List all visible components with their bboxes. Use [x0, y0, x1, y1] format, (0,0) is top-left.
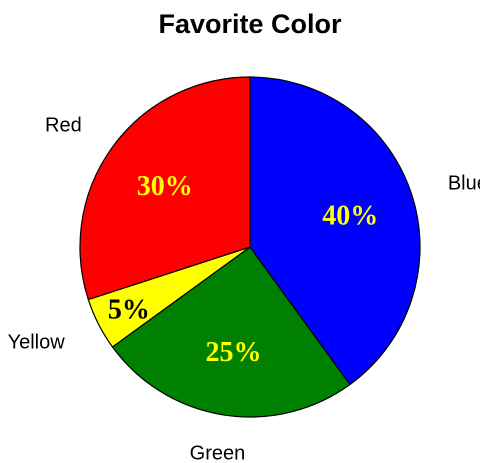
pie-category-label-yellow: Yellow — [8, 331, 66, 353]
pie-category-label-red: Red — [45, 115, 82, 137]
pie-labels: 40% Blue 25% Green 5% Yellow 30% Red — [8, 115, 480, 463]
pie-percent-label-green: 25% — [206, 337, 262, 368]
chart-title: Favorite Color — [158, 9, 342, 39]
pie-slice-green — [111, 246, 351, 418]
pie-slice-red — [79, 76, 251, 301]
pie-percent-label-blue: 40% — [322, 200, 378, 231]
pie-category-label-green: Green — [190, 442, 246, 463]
pie-category-label-blue: Blue — [448, 173, 480, 195]
pie-percent-label-red: 30% — [137, 171, 193, 202]
pie-percent-label-yellow: 5% — [108, 295, 150, 326]
pie-slice-blue — [249, 76, 421, 386]
pie-slices — [79, 76, 421, 418]
